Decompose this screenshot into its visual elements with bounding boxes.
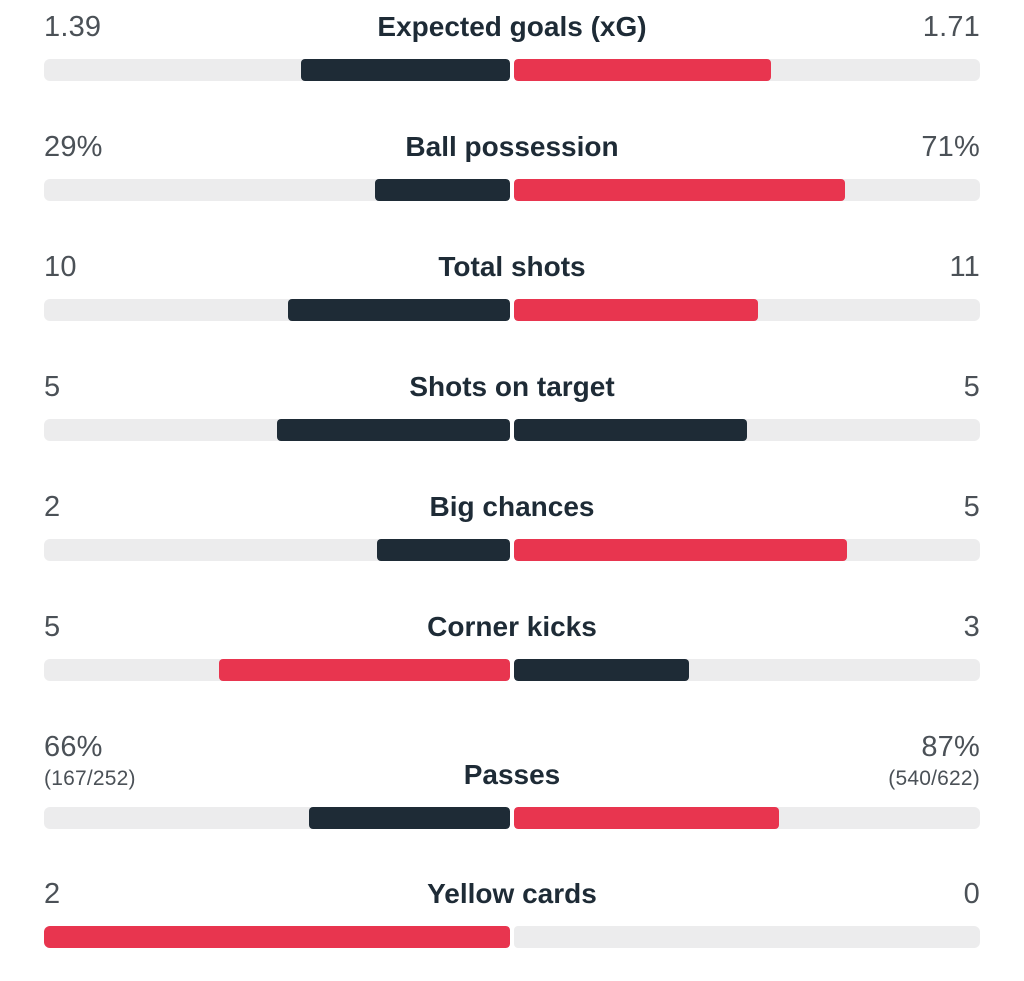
away-value: 11: [949, 251, 980, 283]
stat-label: Yellow cards: [427, 878, 597, 909]
home-bar-fill: [374, 179, 510, 201]
home-bar-track: [44, 59, 510, 81]
away-sub-value: (540/622): [888, 767, 980, 790]
away-bar-fill: [514, 659, 689, 681]
home-bar-track: [44, 539, 510, 561]
stat-label: Expected goals (xG): [377, 11, 647, 42]
home-bar-track: [44, 807, 510, 829]
home-bar-track: [44, 419, 510, 441]
stat-label: Ball possession: [405, 131, 619, 162]
away-bar-fill: [514, 299, 759, 321]
home-bar-track: [44, 179, 510, 201]
comparison-bar: [44, 539, 980, 561]
home-value: 66% (167/252): [44, 731, 136, 790]
home-bar-fill: [301, 59, 510, 81]
home-bar-fill: [376, 539, 510, 561]
comparison-bar: [44, 926, 980, 948]
away-bar-track: [514, 807, 980, 829]
away-bar-track: [514, 419, 980, 441]
home-bar-track: [44, 299, 510, 321]
home-value: 2: [44, 491, 61, 523]
away-bar-track: [514, 179, 980, 201]
away-bar-fill: [514, 419, 747, 441]
away-bar-track: [514, 659, 980, 681]
comparison-bar: [44, 299, 980, 321]
comparison-bar: [44, 807, 980, 829]
away-value: 0: [963, 878, 980, 910]
home-bar-track: [44, 659, 510, 681]
home-bar-track: [44, 926, 510, 948]
home-sub-value: (167/252): [44, 767, 136, 790]
comparison-bar: [44, 59, 980, 81]
home-value: 2: [44, 878, 61, 910]
away-bar-track: [514, 299, 980, 321]
home-value: 29%: [44, 131, 103, 163]
away-value: 5: [963, 491, 980, 523]
home-bar-fill: [218, 659, 510, 681]
away-bar-fill: [514, 179, 845, 201]
comparison-bar: [44, 419, 980, 441]
away-value: 71%: [921, 131, 980, 163]
comparison-bar: [44, 179, 980, 201]
home-bar-fill: [44, 926, 510, 948]
stat-label: Corner kicks: [427, 611, 597, 642]
away-value: 3: [963, 611, 980, 643]
home-value: 5: [44, 611, 61, 643]
home-value: 10: [44, 251, 77, 283]
away-bar-fill: [514, 539, 847, 561]
away-bar-track: [514, 59, 980, 81]
away-bar-fill: [514, 59, 772, 81]
away-value: 5: [963, 371, 980, 403]
home-value: 5: [44, 371, 61, 403]
home-bar-fill: [277, 419, 510, 441]
stat-label: Big chances: [429, 491, 595, 522]
comparison-bar: [44, 659, 980, 681]
away-value: 1.71: [922, 11, 980, 43]
away-value: 87% (540/622): [888, 731, 980, 790]
home-bar-fill: [288, 299, 510, 321]
stat-label: Total shots: [438, 251, 586, 282]
stat-label: Shots on target: [409, 371, 615, 402]
away-bar-track: [514, 539, 980, 561]
away-bar-fill: [514, 807, 780, 829]
home-bar-fill: [309, 807, 510, 829]
away-bar-track: [514, 926, 980, 948]
stat-label: Passes: [463, 759, 561, 790]
home-value: 1.39: [44, 11, 102, 43]
